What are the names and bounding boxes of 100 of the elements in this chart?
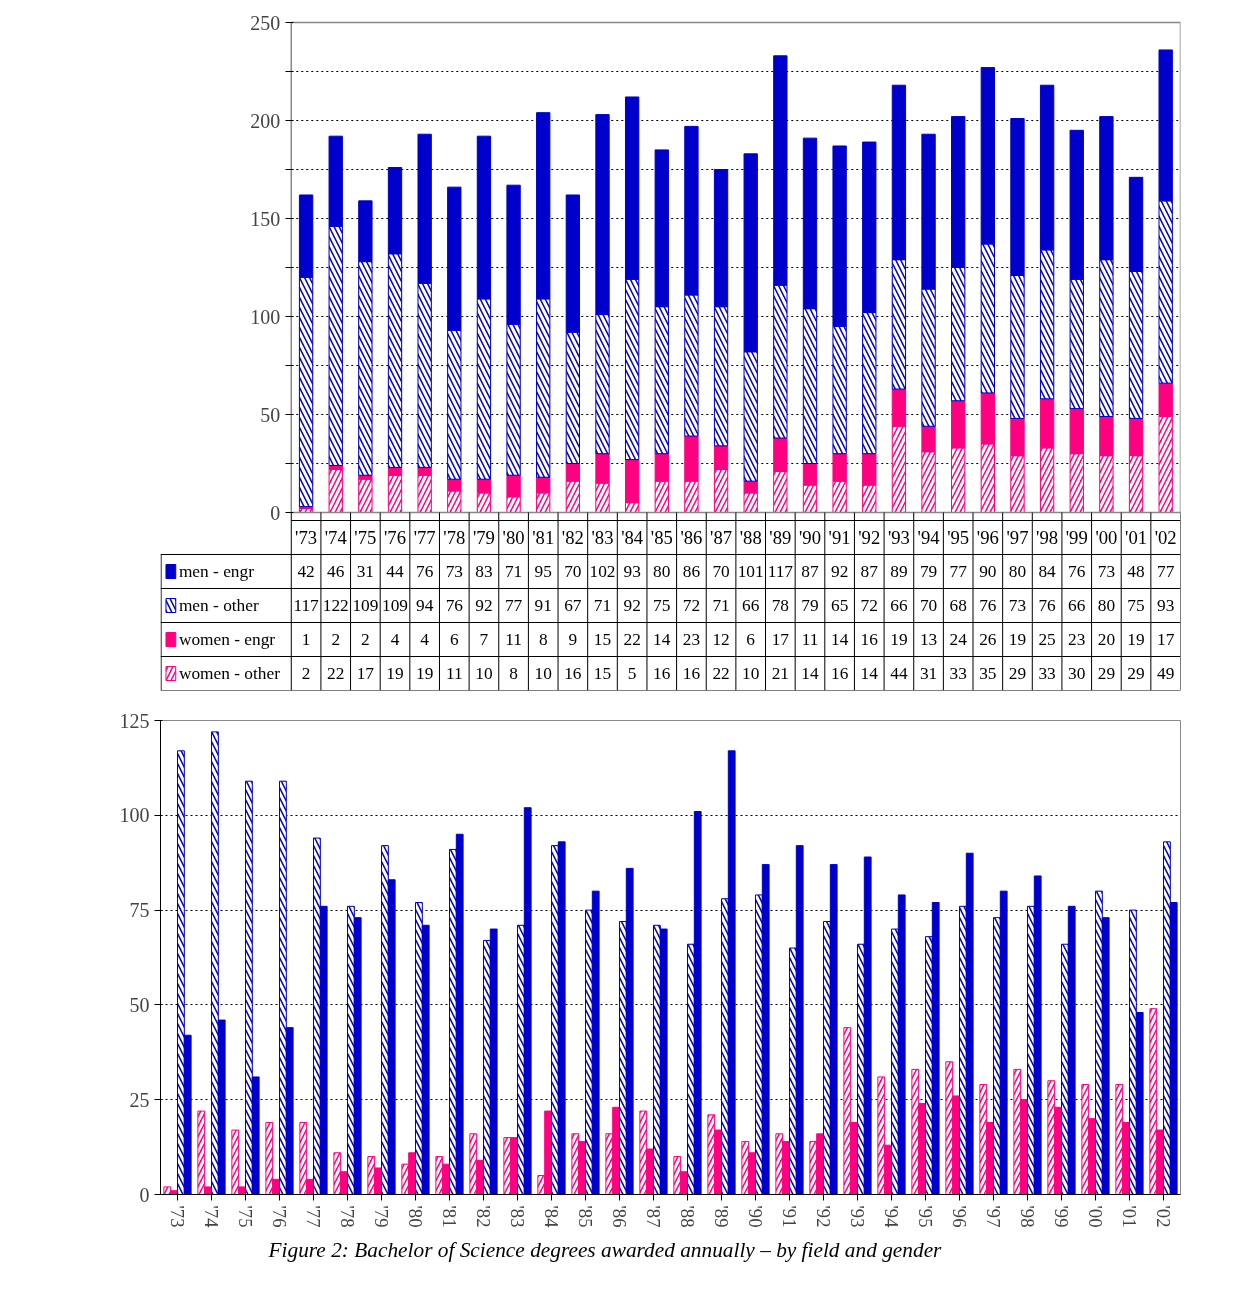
data-label: 14: [830, 630, 849, 649]
data-label: 72: [860, 596, 878, 615]
data-label: 91: [534, 596, 552, 615]
data-label: 31: [919, 664, 938, 683]
x-tick-label: '02: [1154, 527, 1177, 548]
x-tick-label: '80: [502, 527, 525, 548]
data-label: 20: [1097, 630, 1116, 649]
data-label: 71: [504, 562, 523, 581]
data-label: 12: [712, 630, 730, 649]
x-tick-label: '87: [710, 527, 733, 548]
data-label: 49: [1157, 664, 1175, 683]
data-label: 22: [712, 664, 730, 683]
data-label: 122: [322, 596, 349, 615]
x-tick-label: '92: [858, 527, 881, 548]
data-label: 15: [593, 664, 612, 683]
x-tick-label: '93: [847, 1205, 868, 1228]
data-label: 92: [475, 596, 493, 615]
x-tick-label: '96: [949, 1205, 970, 1228]
data-label: 79: [919, 562, 938, 581]
data-label: 22: [327, 664, 345, 683]
data-label: 117: [293, 596, 320, 615]
data-label: 24: [949, 630, 968, 649]
data-label: 10: [534, 664, 552, 683]
x-tick-label: '89: [769, 527, 792, 548]
data-label: 70: [564, 562, 582, 581]
x-tick-label: '84: [621, 527, 644, 548]
data-label: 15: [593, 630, 612, 649]
data-label: 17: [1157, 630, 1175, 649]
x-tick-label: '01: [1119, 1205, 1140, 1228]
data-label: 33: [1038, 664, 1056, 683]
x-tick-label: '77: [303, 1205, 324, 1228]
data-label: 80: [1008, 562, 1027, 581]
legend-label: men - other: [178, 596, 259, 615]
data-label: 17: [356, 664, 375, 683]
data-label: 67: [564, 596, 582, 615]
data-label: 71: [593, 596, 612, 615]
data-label: 70: [712, 562, 730, 581]
data-label: 33: [949, 664, 967, 683]
data-label: 66: [1068, 596, 1086, 615]
caption: Figure 2: Bachelor of Science degrees awarded annually – by field and gender: [268, 1237, 942, 1264]
x-tick-label: '76: [269, 1205, 290, 1228]
y-tick-label: 100: [250, 305, 281, 328]
data-label: 6: [746, 630, 756, 649]
x-tick-label: '82: [561, 527, 584, 548]
data-label: 66: [742, 596, 760, 615]
data-label: 22: [623, 630, 641, 649]
x-tick-label: '94: [881, 1205, 902, 1229]
data-label: 35: [979, 664, 997, 683]
data-label: 93: [623, 562, 641, 581]
data-label: 77: [504, 596, 523, 615]
data-label: 16: [564, 664, 582, 683]
data-label: 19: [1127, 630, 1145, 649]
data-label: 5: [627, 664, 637, 683]
data-label: 68: [949, 596, 967, 615]
data-label: 92: [623, 596, 641, 615]
data-label: 80: [1097, 596, 1116, 615]
legend-label: men - engr: [178, 562, 255, 581]
x-tick-label: '78: [337, 1205, 358, 1228]
data-label: 9: [568, 630, 578, 649]
x-tick-label: '86: [609, 1205, 630, 1228]
data-label: 14: [801, 664, 819, 683]
data-label: 46: [327, 562, 345, 581]
data-label: 95: [534, 562, 552, 581]
data-label: 11: [801, 630, 819, 649]
x-tick-label: '93: [887, 527, 910, 548]
data-label: 94: [415, 596, 434, 615]
data-label: 78: [771, 596, 790, 615]
data-label: 19: [415, 664, 434, 683]
data-label: 16: [860, 630, 879, 649]
data-label: 90: [979, 562, 997, 581]
x-tick-label: '87: [643, 1205, 664, 1228]
y-tick-label: 75: [129, 899, 150, 922]
data-label: 14: [653, 630, 671, 649]
x-tick-label: '95: [947, 527, 970, 548]
data-label: 73: [1097, 562, 1116, 581]
y-tick-label: 0: [270, 501, 281, 524]
y-tick-label: 200: [250, 109, 281, 132]
data-label: 42: [297, 562, 315, 581]
data-label: 2: [361, 630, 370, 649]
data-label: 66: [890, 596, 908, 615]
x-tick-label: '95: [915, 1205, 936, 1228]
data-label: 109: [382, 596, 409, 615]
y-tick-label: 250: [250, 11, 281, 34]
data-label: 13: [919, 630, 938, 649]
x-tick-label: '00: [1095, 527, 1118, 548]
data-label: 6: [449, 630, 459, 649]
x-tick-label: '83: [507, 1205, 528, 1228]
data-label: 19: [386, 664, 404, 683]
x-tick-label: '02: [1153, 1205, 1174, 1228]
x-tick-label: '74: [201, 1205, 222, 1229]
x-tick-label: '73: [167, 1205, 188, 1228]
x-tick-label: '97: [983, 1205, 1004, 1228]
data-label: 21: [771, 664, 790, 683]
x-tick-label: '92: [813, 1205, 834, 1228]
data-label: 73: [445, 562, 463, 581]
data-label: 65: [830, 596, 849, 615]
y-tick-label: 125: [119, 709, 150, 732]
x-tick-label: '91: [828, 527, 851, 548]
x-tick-label: '99: [1065, 527, 1088, 548]
x-tick-label: '88: [739, 527, 762, 548]
